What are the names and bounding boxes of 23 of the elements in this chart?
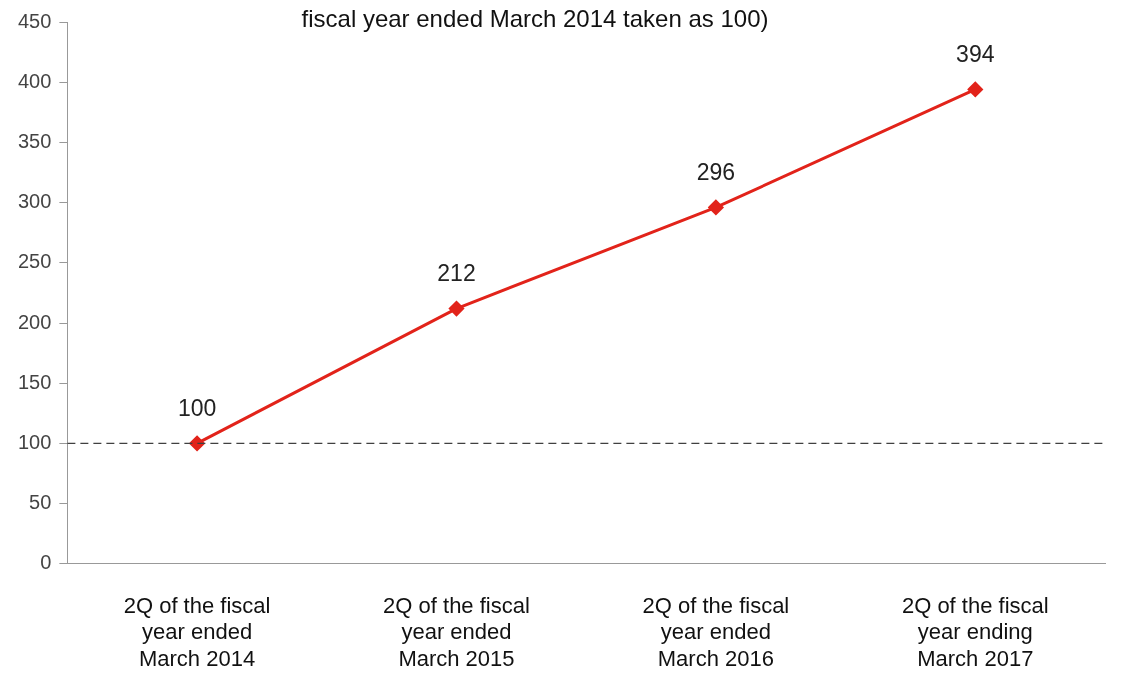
- y-tick-label: 0: [40, 551, 52, 574]
- point: [708, 199, 724, 215]
- y-tick-label: 200: [17, 310, 52, 333]
- x-tick-label: 2Q of the fiscal year ended March 2014: [123, 593, 271, 671]
- point: [189, 435, 205, 451]
- y-tick-label: 250: [17, 250, 52, 273]
- y-tick-label: 150: [17, 370, 52, 393]
- y-tick-label: 350: [17, 129, 52, 152]
- data-label: 394: [956, 41, 995, 68]
- data-label: 296: [696, 159, 736, 186]
- y-tick-label: 300: [17, 190, 52, 213]
- y-tick-label: 450: [17, 9, 52, 32]
- x-tick-label: 2Q of the fiscal year ending March 2017: [901, 593, 1049, 671]
- data-label: 100: [177, 395, 217, 422]
- chart-title: fiscal year ended March 2014 taken as 100): [301, 4, 769, 32]
- y-tick-label: 50: [29, 491, 52, 514]
- y-tick-label: 400: [17, 69, 52, 92]
- y-tick-label: 100: [17, 430, 52, 453]
- point: [448, 301, 464, 317]
- data-label: 212: [437, 260, 476, 287]
- x-tick-label: 2Q of the fiscal year ended March 2016: [642, 593, 790, 671]
- point: [967, 81, 983, 97]
- x-tick-label: 2Q of the fiscal year ended March 2015: [383, 593, 530, 671]
